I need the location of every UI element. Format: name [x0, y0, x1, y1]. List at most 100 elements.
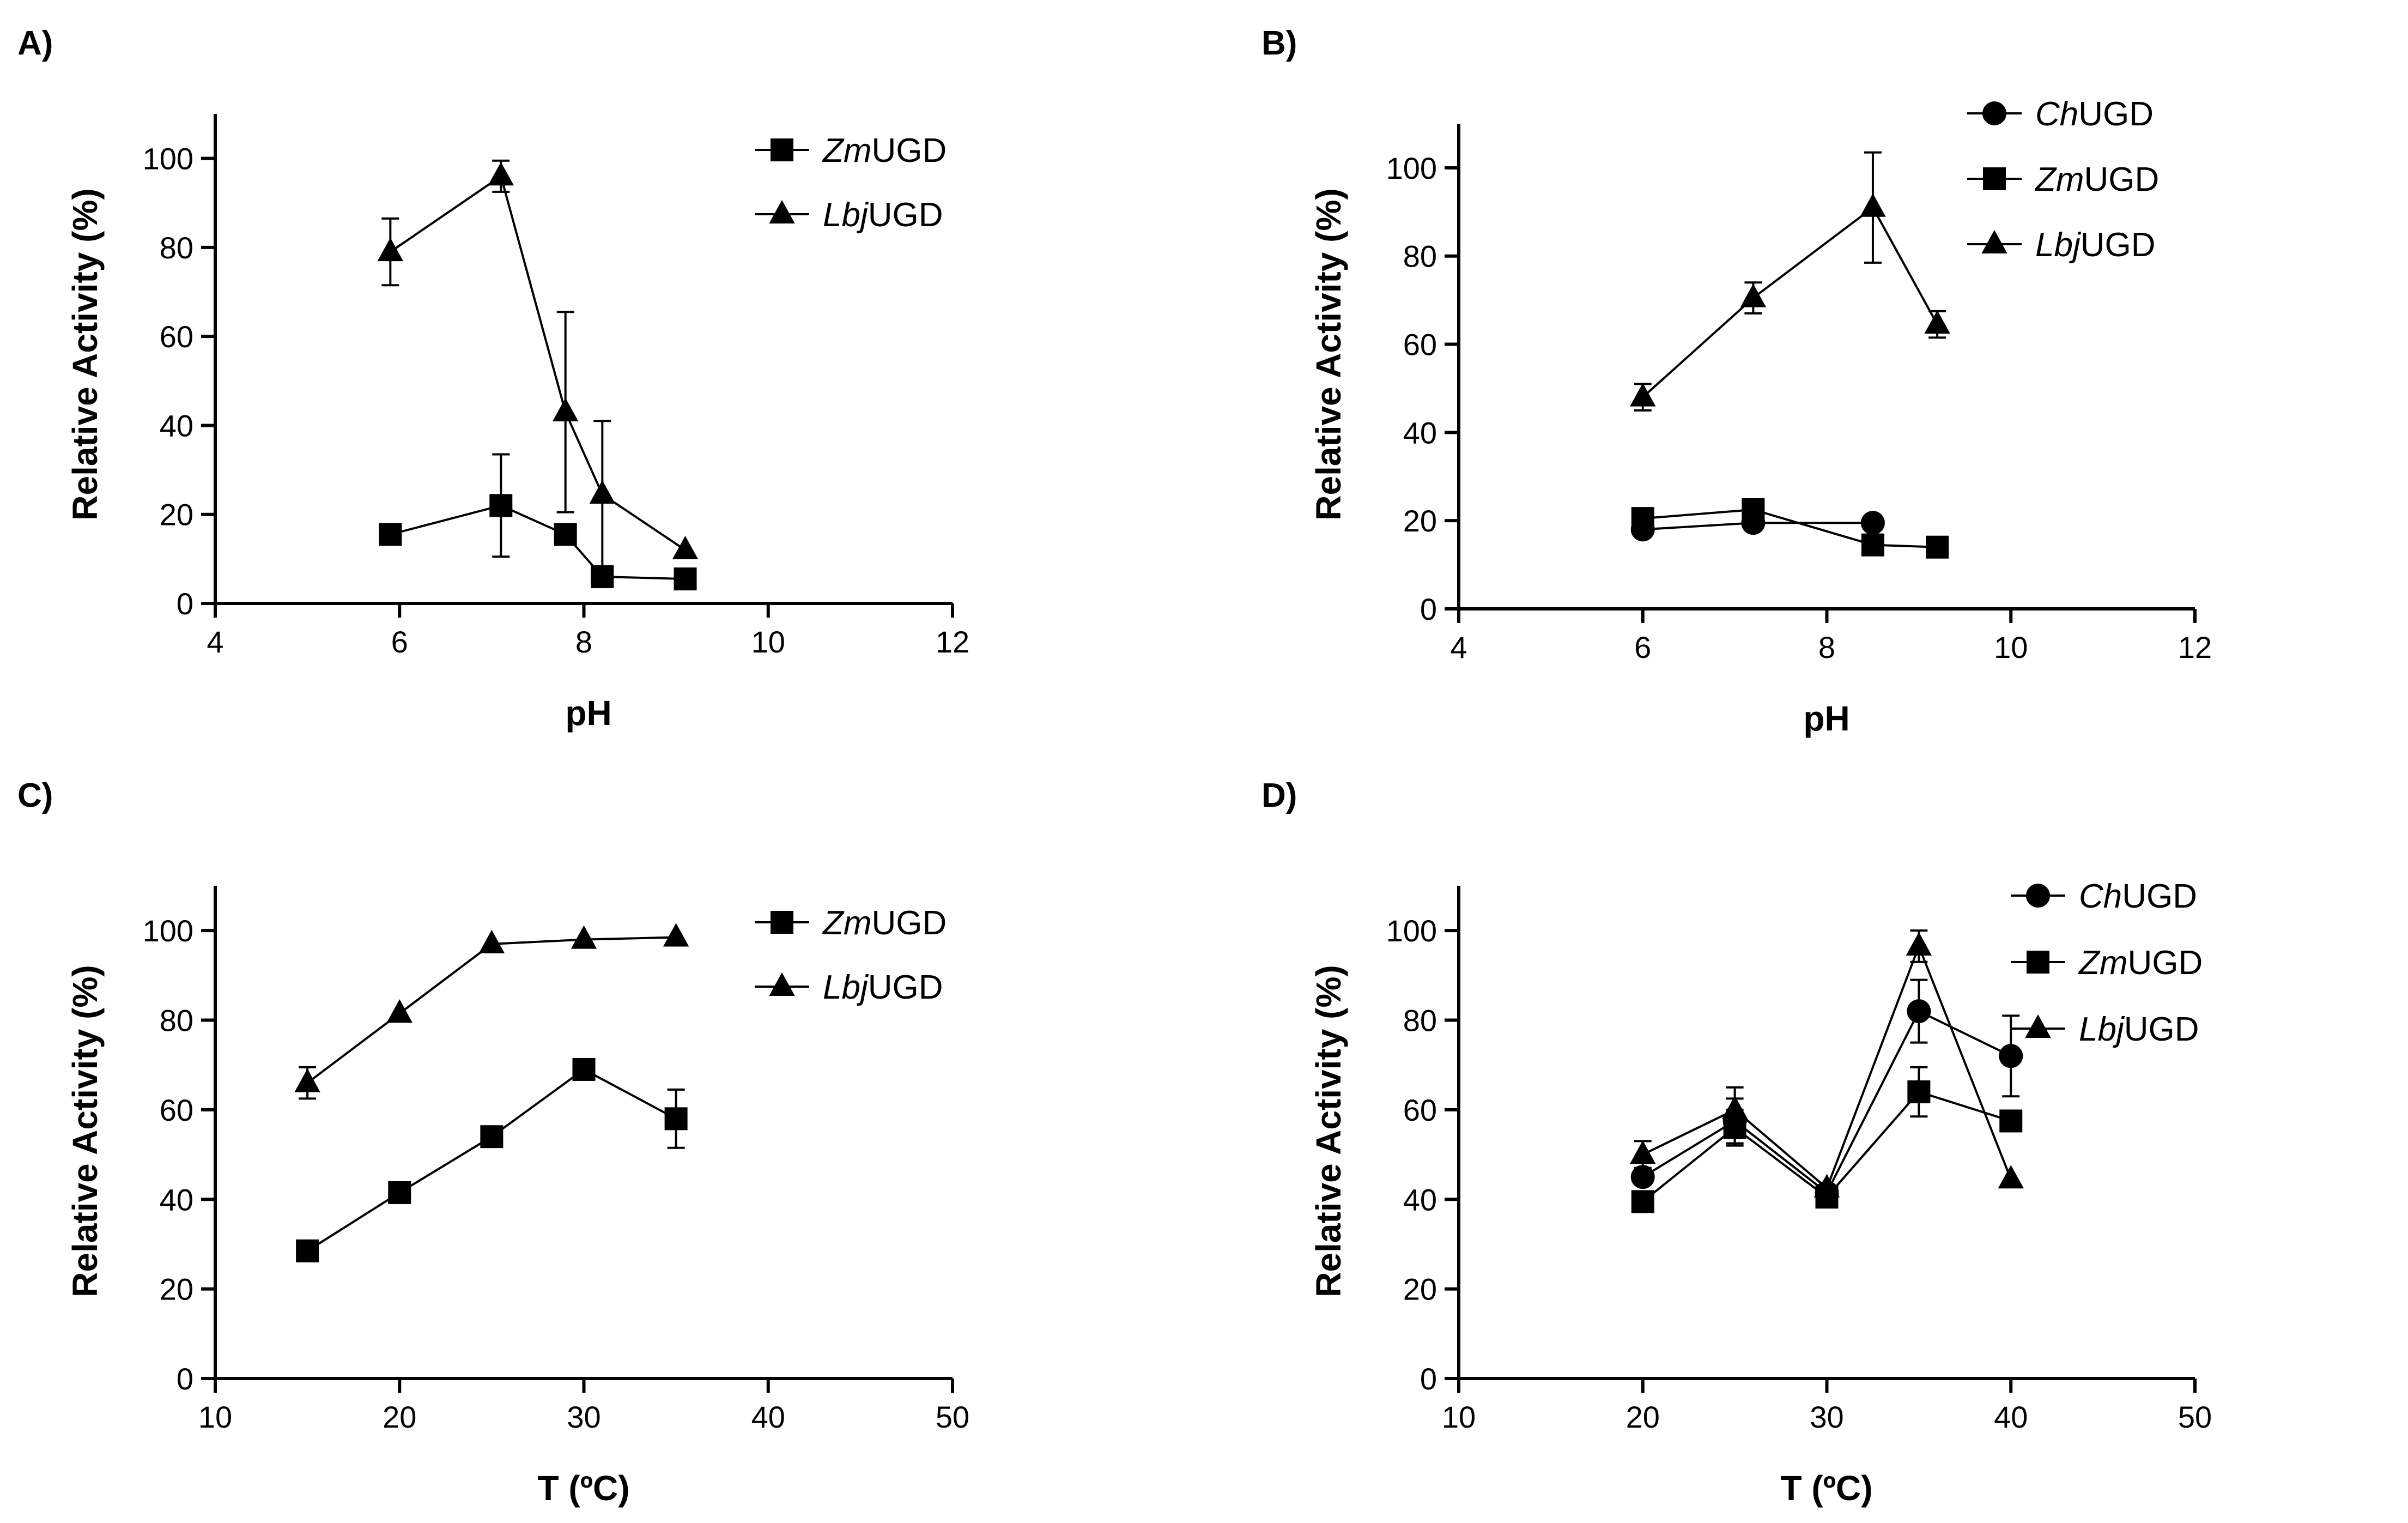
- legend-label: ChUGD: [2079, 878, 2197, 915]
- y-axis-title: Relative Activity (%): [65, 965, 105, 1297]
- series-chugd: [1630, 978, 2023, 1205]
- data-point: [1721, 1095, 1748, 1119]
- legend-label: ZmUGD: [822, 132, 947, 170]
- data-point: [674, 567, 697, 591]
- legend-marker: [771, 138, 793, 161]
- data-point: [572, 1057, 596, 1081]
- data-point: [1907, 1080, 1931, 1104]
- data-point: [552, 397, 579, 421]
- chart-panel-a: A) 4 6 8 10 12 0 20 40 60 80 100 pH Relative Activity…: [17, 25, 969, 733]
- legend-marker: [1983, 167, 2006, 190]
- legend: ChUGD ZmUGD LbjUGD: [1967, 95, 2159, 264]
- y-tick-label: 20: [1403, 1272, 1437, 1307]
- data-point: [571, 925, 597, 949]
- series-zmugd: [379, 453, 697, 591]
- y-tick-label: 60: [160, 319, 193, 354]
- x-tick-label: 6: [1634, 630, 1651, 664]
- y-tick-label: 80: [160, 1004, 193, 1038]
- data-point: [1924, 310, 1950, 334]
- legend-label: LbjUGD: [823, 196, 943, 234]
- chart-panel-d: D) 10 20 30 40 50 0 20 40 60 80 100 T (ºC) Relative A…: [1261, 777, 2212, 1508]
- y-tick-label: 80: [1403, 1004, 1437, 1038]
- series-lbjugd: [294, 923, 689, 1100]
- data-point: [296, 1239, 319, 1262]
- x-axis-title: T (ºC): [1780, 1468, 1872, 1508]
- y-tick-label: 80: [1403, 239, 1437, 274]
- x-tick-label: 10: [198, 1400, 232, 1434]
- y-tick-label: 0: [1420, 592, 1437, 626]
- data-point: [1860, 511, 1885, 535]
- panel-label: D): [1261, 777, 1297, 814]
- legend-entry: ZmUGD: [2011, 944, 2203, 982]
- data-point: [489, 494, 513, 517]
- legend-entry: ZmUGD: [755, 132, 947, 170]
- data-point: [388, 1181, 411, 1204]
- y-tick-label: 40: [1403, 1182, 1437, 1217]
- x-tick-label: 50: [936, 1400, 969, 1434]
- data-point: [488, 162, 514, 186]
- data-point: [1998, 1165, 2024, 1189]
- legend-entry: ZmUGD: [755, 904, 947, 942]
- x-tick-label: 20: [1626, 1400, 1660, 1434]
- y-tick-label: 100: [143, 142, 193, 176]
- x-tick-label: 30: [567, 1400, 601, 1434]
- legend: ZmUGD LbjUGD: [755, 904, 947, 1006]
- x-tick-label: 6: [391, 625, 408, 659]
- series-lbjugd: [1630, 151, 1950, 412]
- x-tick-label: 8: [1818, 630, 1835, 664]
- data-point: [1740, 283, 1767, 307]
- legend-entry: ChUGD: [2011, 878, 2197, 915]
- legend-label: ZmUGD: [2078, 944, 2203, 982]
- legend-marker: [769, 200, 795, 223]
- y-axis-title: Relative Activity (%): [1309, 965, 1348, 1297]
- legend-marker: [2026, 884, 2050, 908]
- data-point: [664, 1107, 688, 1131]
- data-point: [1861, 533, 1884, 557]
- panel-label: A): [17, 25, 53, 62]
- legend-entry: ChUGD: [1967, 95, 2154, 133]
- x-axis-title: pH: [1803, 699, 1849, 738]
- legend-marker: [769, 972, 795, 996]
- data-point: [1906, 932, 1932, 956]
- y-tick-label: 80: [160, 231, 193, 265]
- data-point: [1999, 1044, 2023, 1068]
- x-tick-label: 40: [751, 1400, 785, 1434]
- legend-marker: [2027, 951, 2049, 974]
- data-point: [591, 565, 614, 589]
- x-tick-label: 4: [207, 625, 223, 659]
- x-tick-label: 20: [383, 1400, 416, 1434]
- data-point: [294, 1068, 320, 1092]
- y-tick-label: 40: [160, 408, 193, 443]
- legend-entry: LbjUGD: [2011, 1011, 2199, 1048]
- data-point: [589, 480, 616, 504]
- legend-label: LbjUGD: [2035, 226, 2156, 264]
- data-point: [386, 999, 413, 1023]
- legend-marker: [2025, 1014, 2051, 1038]
- y-tick-label: 0: [1420, 1362, 1437, 1396]
- data-point: [672, 535, 699, 560]
- data-point: [663, 923, 689, 947]
- legend-label: ZmUGD: [822, 904, 947, 942]
- data-point: [1813, 1174, 1840, 1198]
- legend-marker: [1982, 101, 2006, 125]
- y-tick-label: 60: [1403, 328, 1437, 362]
- chart-panel-b: B) 4 6 8 10 12 0 20 40 60 80 100 pH Relative Activity…: [1261, 25, 2212, 738]
- data-point: [1631, 507, 1654, 530]
- legend-marker: [1981, 229, 2007, 253]
- data-point: [1630, 383, 1656, 407]
- legend-entry: LbjUGD: [1967, 226, 2156, 264]
- y-axis-title: Relative Activity (%): [1309, 188, 1348, 520]
- data-point: [554, 523, 577, 546]
- series-zmugd: [296, 1057, 688, 1262]
- y-tick-label: 0: [177, 1362, 193, 1396]
- x-tick-label: 10: [751, 625, 785, 659]
- data-point: [1926, 535, 1949, 559]
- data-point: [1630, 1140, 1656, 1164]
- series-line: [1642, 206, 1938, 398]
- legend: ZmUGD LbjUGD: [755, 132, 947, 234]
- series-line: [307, 1068, 677, 1252]
- panel-label: C): [17, 777, 53, 814]
- y-tick-label: 100: [143, 914, 193, 948]
- series-line: [1642, 508, 1938, 548]
